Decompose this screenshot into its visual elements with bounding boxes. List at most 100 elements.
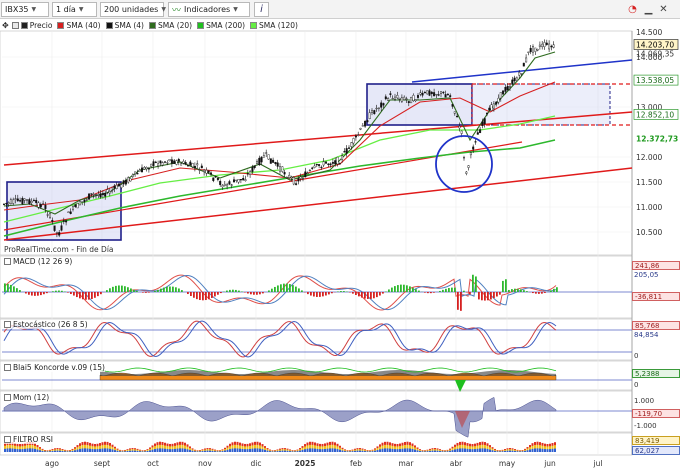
rsi-blue-bar	[221, 451, 224, 452]
candle-body	[423, 91, 426, 94]
macd-histogram-bar	[550, 290, 552, 292]
macd-tag-1: 241,86	[632, 261, 680, 270]
macd-histogram-bar	[457, 292, 459, 310]
rsi-blue-bar	[441, 451, 444, 452]
period-selector[interactable]: 1 día ▼	[52, 2, 97, 17]
macd-pane-title: MACD (12 26 9)	[4, 257, 73, 266]
candle-body	[308, 169, 311, 172]
legend-item-0[interactable]: Precio	[20, 21, 52, 30]
candle-body	[55, 231, 58, 234]
minimize-icon[interactable]: ▁	[644, 4, 653, 15]
candle-body	[216, 177, 219, 180]
candle-body	[196, 163, 199, 166]
candle-body	[58, 232, 61, 236]
rsi-blue-bar	[501, 451, 504, 452]
checkbox-icon[interactable]	[4, 394, 11, 401]
x-tick-label: oct	[147, 459, 159, 468]
checkbox-icon[interactable]	[11, 22, 19, 29]
candle-body	[131, 174, 134, 177]
candle-body	[203, 169, 206, 173]
macd-histogram-bar	[382, 292, 384, 294]
rsi-blue-bar	[246, 449, 249, 452]
macd-histogram-bar	[535, 292, 537, 294]
symbol-selector[interactable]: IBX35 ▼	[1, 2, 49, 17]
macd-histogram-bar	[361, 292, 363, 298]
legend-item-4[interactable]: SMA (200)	[197, 21, 245, 30]
candle-body	[299, 176, 302, 179]
rsi-blue-bar	[121, 451, 124, 452]
checkbox-icon[interactable]	[4, 364, 11, 371]
macd-histogram-bar	[148, 292, 150, 293]
chevron-down-icon: ▼	[78, 6, 84, 13]
close-icon[interactable]: ✕	[659, 4, 668, 15]
rsi-blue-bar	[181, 448, 184, 452]
chart-settings-icon[interactable]: ◔	[628, 4, 637, 15]
rsi-blue-bar	[254, 448, 256, 452]
rsi-blue-bar	[376, 450, 379, 452]
macd-histogram-bar	[211, 292, 213, 298]
legend-item-3[interactable]: SMA (20)	[148, 21, 192, 30]
macd-histogram-bar	[172, 286, 174, 292]
rsi-blue-bar	[59, 450, 61, 452]
rsi-blue-bar	[344, 451, 346, 452]
x-tick-label: jun	[543, 459, 556, 468]
macd-histogram-bar	[70, 292, 72, 295]
rsi-blue-bar	[479, 448, 481, 452]
rsi-yellow-bar	[354, 449, 356, 452]
units-selector[interactable]: 200 unidades ▼	[100, 2, 166, 17]
candle-body	[184, 162, 187, 165]
legend-item-5[interactable]: SMA (120)	[250, 21, 298, 30]
macd-histogram-bar	[517, 288, 519, 292]
candle-body	[453, 111, 456, 114]
price-tag-5: 13.000	[636, 103, 662, 112]
macd-histogram-bar	[463, 290, 465, 292]
rsi-blue-bar	[304, 449, 306, 452]
price-tag-7: 12.372,73	[636, 134, 678, 143]
rsi-blue-bar	[279, 450, 281, 452]
candle-body	[348, 147, 351, 149]
legend-item-1[interactable]: SMA (40)	[57, 21, 101, 30]
info-icon[interactable]: i	[254, 2, 269, 17]
rsi-blue-bar	[324, 449, 326, 452]
stoch-pane-title: Estocástico (26 8 5)	[4, 320, 88, 329]
sma-20-line	[3, 51, 556, 215]
candle-body	[394, 96, 397, 100]
macd-histogram-bar	[295, 286, 297, 292]
macd-histogram-bar	[532, 292, 534, 294]
rsi-blue-bar	[529, 449, 531, 452]
macd-histogram-bar	[322, 292, 324, 297]
candle-body	[522, 62, 525, 67]
mom-pane-title: Mom (12)	[4, 393, 50, 402]
candle-body	[520, 73, 523, 75]
candle-body	[290, 176, 293, 179]
candle-body	[543, 42, 546, 47]
rsi-blue-bar	[169, 449, 171, 452]
candle-body	[343, 151, 346, 153]
candle-body	[449, 95, 452, 97]
macd-histogram-bar	[355, 292, 357, 296]
macd-histogram-bar	[403, 284, 405, 292]
drag-handle-icon[interactable]: ✥	[2, 21, 9, 30]
macd-histogram-bar	[292, 285, 294, 292]
checkbox-icon[interactable]	[4, 258, 11, 265]
rsi-blue-bar	[64, 451, 66, 452]
checkbox-icon[interactable]	[4, 436, 11, 443]
legend-item-2[interactable]: SMA (4)	[105, 21, 144, 30]
price-tag-1: 14.203,70	[636, 41, 674, 50]
rsi-blue-bar	[79, 448, 81, 452]
macd-histogram-bar	[40, 292, 42, 296]
candle-body	[490, 104, 493, 111]
indicators-button[interactable]: 〰 Indicadores ▼	[168, 2, 250, 17]
rsi-blue-bar	[124, 451, 126, 452]
macd-histogram-bar	[313, 292, 315, 297]
macd-histogram-bar	[523, 290, 525, 292]
rsi-blue-bar	[341, 450, 344, 452]
candle-body	[145, 167, 148, 170]
rsi-blue-bar	[129, 450, 131, 452]
candle-body	[364, 121, 367, 127]
macd-histogram-bar	[427, 292, 429, 294]
macd-histogram-bar	[13, 286, 15, 292]
checkbox-icon[interactable]	[4, 321, 11, 328]
rsi-blue-bar	[229, 449, 231, 452]
macd-histogram-bar	[469, 292, 471, 295]
